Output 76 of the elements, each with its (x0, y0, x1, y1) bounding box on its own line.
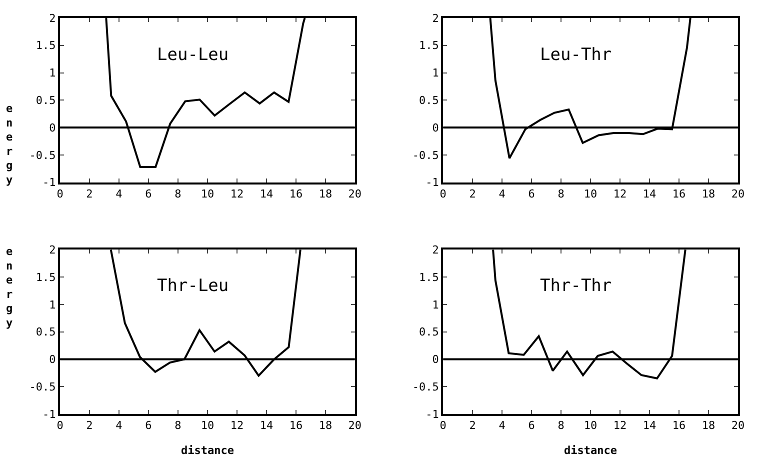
x-tick-label: 18 (702, 419, 716, 432)
x-tick-label: 18 (318, 188, 332, 201)
y-tick-label: 0 (49, 121, 56, 134)
x-tick-label: 2 (469, 419, 476, 432)
x-tick-label: 20 (348, 419, 362, 432)
x-tick-label: 12 (613, 188, 627, 201)
y-tick-label: 1.5 (418, 39, 439, 52)
x-tick-label: 20 (731, 188, 745, 201)
x-tick-label: 2 (86, 188, 93, 201)
x-axis-title: distance (564, 444, 618, 457)
x-tick-label: 20 (731, 419, 745, 432)
x-tick-label: 14 (642, 419, 657, 432)
y-tick-label: -0.5 (412, 148, 439, 162)
y-tick-label: -1 (426, 408, 439, 421)
x-axis-title: distance (180, 444, 234, 457)
y-axis-title: energy (6, 102, 13, 186)
x-tick-label: 10 (200, 419, 214, 432)
y-tick-label: 1.5 (36, 270, 56, 284)
x-tick-label: 4 (498, 188, 506, 201)
x-tick-label: 18 (318, 419, 332, 432)
y-tick-label: -0.5 (29, 380, 56, 394)
y-tick-label: 1.5 (36, 39, 56, 52)
x-tick-label: 8 (558, 419, 564, 432)
y-tick-label: 0 (432, 353, 439, 366)
x-tick-label: 6 (145, 188, 152, 201)
x-tick-label: 12 (230, 419, 244, 432)
annotation: Thr-Leu (157, 276, 229, 296)
y-tick-label: 0.5 (36, 326, 56, 339)
annotation: Thr-Thr (540, 276, 612, 296)
x-tick-label: 6 (145, 419, 152, 432)
x-tick-label: 4 (498, 419, 506, 432)
x-tick-label: 8 (174, 188, 182, 201)
x-tick-label: 14 (642, 188, 657, 201)
y-tick-label: -1 (426, 176, 439, 190)
y-tick-label: 0 (49, 353, 56, 366)
y-tick-label: 1 (49, 298, 56, 312)
x-tick-label: 10 (200, 188, 214, 201)
x-tick-label: 16 (672, 188, 686, 201)
x-tick-label: 10 (584, 188, 598, 201)
y-tick-label: 2 (432, 244, 439, 257)
y-tick-label: -0.5 (412, 380, 439, 394)
y-tick-label: 0.5 (418, 326, 439, 339)
x-tick-label: 14 (260, 188, 274, 201)
y-tick-label: -0.5 (29, 148, 56, 162)
y-tick-label: -1 (42, 176, 56, 190)
y-tick-label: 0.5 (418, 94, 439, 108)
y-tick-label: 1.5 (418, 270, 439, 284)
x-tick-label: 16 (289, 188, 303, 201)
y-axis-title: energy (6, 245, 13, 330)
y-tick-label: 2 (49, 244, 56, 257)
x-tick-label: 14 (260, 419, 274, 432)
y-tick-label: 2 (49, 12, 56, 25)
x-tick-label: 12 (230, 188, 244, 201)
annotation: Leu-Thr (540, 45, 612, 65)
x-tick-label: 20 (348, 188, 362, 201)
x-tick-label: 16 (672, 419, 686, 432)
x-tick-label: 2 (469, 188, 476, 201)
y-tick-label: -1 (42, 408, 56, 421)
y-tick-label: 1 (49, 66, 56, 80)
x-tick-label: 8 (174, 419, 182, 432)
x-tick-label: 16 (289, 419, 303, 432)
x-tick-label: 8 (558, 188, 564, 201)
x-tick-label: 4 (116, 188, 123, 201)
annotation: Leu-Leu (157, 45, 229, 65)
x-tick-label: 12 (613, 419, 627, 432)
x-tick-label: 10 (584, 419, 598, 432)
y-tick-label: 1 (432, 66, 439, 80)
x-tick-label: 4 (116, 419, 123, 432)
y-tick-label: 2 (432, 12, 439, 25)
x-tick-label: 2 (86, 419, 93, 432)
y-tick-label: 1 (432, 298, 439, 312)
y-tick-label: 0 (432, 121, 439, 134)
x-tick-label: 6 (528, 188, 535, 201)
x-tick-label: 6 (528, 419, 535, 432)
x-tick-label: 18 (702, 188, 716, 201)
y-tick-label: 0.5 (36, 94, 56, 108)
